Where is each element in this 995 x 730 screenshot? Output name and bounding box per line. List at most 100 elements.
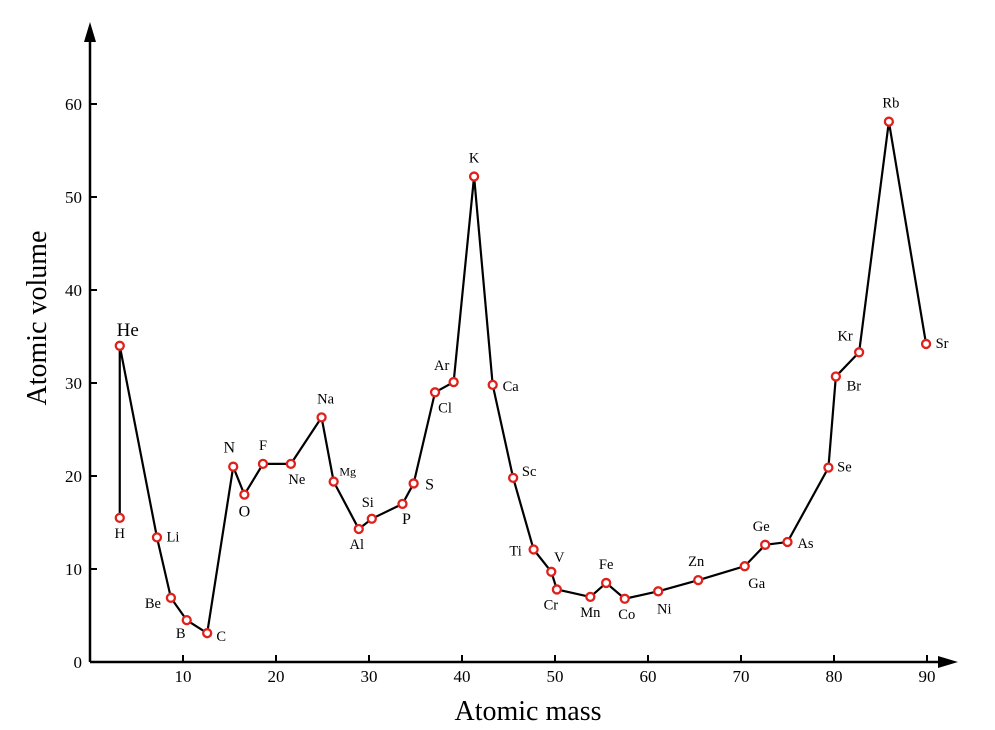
point-label-li: Li	[167, 529, 180, 545]
point-label-mg: Mg	[339, 465, 356, 479]
data-point-br	[830, 371, 842, 382]
data-point-s	[408, 478, 419, 489]
x-tick-label: 80	[826, 667, 843, 686]
data-point-ne	[285, 458, 297, 470]
data-point-be	[165, 592, 177, 603]
point-label-b: B	[176, 626, 186, 642]
data-point-f	[257, 458, 269, 470]
y-tick-label: 30	[65, 374, 82, 393]
y-tick-label: 20	[65, 467, 82, 486]
point-label-ar: Ar	[434, 358, 449, 374]
data-point-ti	[528, 544, 539, 555]
point-label-si: Si	[362, 495, 374, 511]
point-label-al: Al	[350, 537, 365, 553]
data-point-kr	[853, 347, 865, 358]
data-point-ni	[653, 586, 664, 597]
y-tick-label: 40	[65, 281, 82, 300]
y-axis-arrow	[84, 22, 96, 42]
point-label-co: Co	[618, 607, 635, 623]
data-point-mn	[585, 591, 596, 603]
point-label-kr: Kr	[837, 328, 852, 344]
data-point-v	[546, 566, 557, 577]
data-point-se	[823, 462, 834, 473]
point-label-v: V	[554, 550, 565, 566]
point-label-n: N	[223, 440, 235, 457]
x-tick-label: 20	[268, 667, 285, 686]
data-point-o	[239, 489, 250, 500]
data-point-k	[468, 171, 480, 182]
data-point-ar	[448, 376, 459, 388]
data-point-ca	[487, 379, 498, 391]
data-point-co	[619, 593, 630, 604]
data-point-as	[782, 536, 793, 548]
point-label-fe: Fe	[599, 557, 614, 573]
data-point-rb	[883, 116, 895, 127]
x-tick-label: 30	[361, 667, 378, 686]
point-label-rb: Rb	[882, 96, 899, 112]
point-label-sc: Sc	[522, 464, 537, 480]
x-axis-title: Atomic mass	[455, 696, 602, 727]
point-label-na: Na	[317, 391, 334, 407]
point-label-ni: Ni	[657, 601, 672, 617]
point-label-mn: Mn	[580, 605, 601, 621]
x-tick-label: 10	[175, 667, 192, 686]
point-label-ti: Ti	[509, 543, 521, 559]
point-label-h: H	[115, 526, 126, 542]
data-point-na	[316, 412, 327, 423]
data-point-ga	[739, 561, 750, 572]
data-point-sc	[508, 472, 519, 484]
y-tick-label: 0	[74, 653, 83, 672]
data-point-p	[397, 498, 408, 510]
point-label-be: Be	[145, 596, 161, 612]
series-line	[118, 121, 928, 636]
x-tick-label: 40	[454, 667, 471, 686]
point-label-he: He	[117, 320, 139, 341]
data-point-h	[114, 512, 125, 523]
data-point-cl	[429, 387, 441, 398]
point-label-ne: Ne	[288, 472, 305, 488]
x-axis-arrow	[938, 656, 958, 668]
point-label-o: O	[239, 504, 251, 521]
data-point-b	[181, 615, 192, 626]
y-axis-title: Atomic volume	[22, 231, 53, 406]
point-label-p: P	[402, 511, 411, 528]
data-point-mg	[328, 476, 339, 487]
point-label-ca: Ca	[503, 379, 520, 395]
point-label-f: F	[259, 438, 267, 454]
data-point-zn	[693, 575, 704, 586]
y-tick-label: 50	[65, 188, 82, 207]
point-labels: H He Li Be B C N O F Ne Na Mg Al Si P S Cl Ar K Ca Sc Ti V Cr Mn…	[115, 96, 949, 645]
point-label-cl: Cl	[438, 400, 452, 416]
x-tick-label: 70	[733, 667, 750, 686]
y-tick-label: 60	[65, 95, 82, 114]
data-point-he	[114, 340, 125, 351]
point-label-c: C	[216, 629, 226, 645]
axes	[84, 22, 958, 668]
point-label-cr: Cr	[544, 597, 559, 613]
data-point-ge	[760, 539, 771, 550]
x-tick-label: 60	[640, 667, 657, 686]
ticks: 10 20 30 40 50 60 70 80 90 0 10 20 30 40 50 60	[65, 95, 936, 686]
data-point-al	[353, 523, 364, 535]
x-tick-label: 50	[547, 667, 564, 686]
data-point-cr	[551, 584, 563, 595]
point-label-se: Se	[837, 460, 852, 476]
series	[114, 116, 932, 639]
point-label-sr: Sr	[936, 336, 949, 352]
data-point-sr	[920, 338, 932, 350]
x-tick-label: 90	[919, 667, 936, 686]
point-label-s: S	[425, 476, 434, 493]
data-point-n	[228, 461, 239, 472]
point-label-zn: Zn	[688, 554, 705, 570]
point-label-br: Br	[847, 378, 862, 394]
data-point-si	[366, 513, 377, 524]
point-label-k: K	[469, 151, 480, 167]
data-point-li	[151, 532, 163, 543]
data-point-c	[202, 628, 213, 639]
data-point-fe	[601, 577, 612, 589]
point-label-ga: Ga	[748, 576, 765, 592]
point-label-ge: Ge	[753, 519, 770, 535]
y-tick-label: 10	[65, 560, 82, 579]
